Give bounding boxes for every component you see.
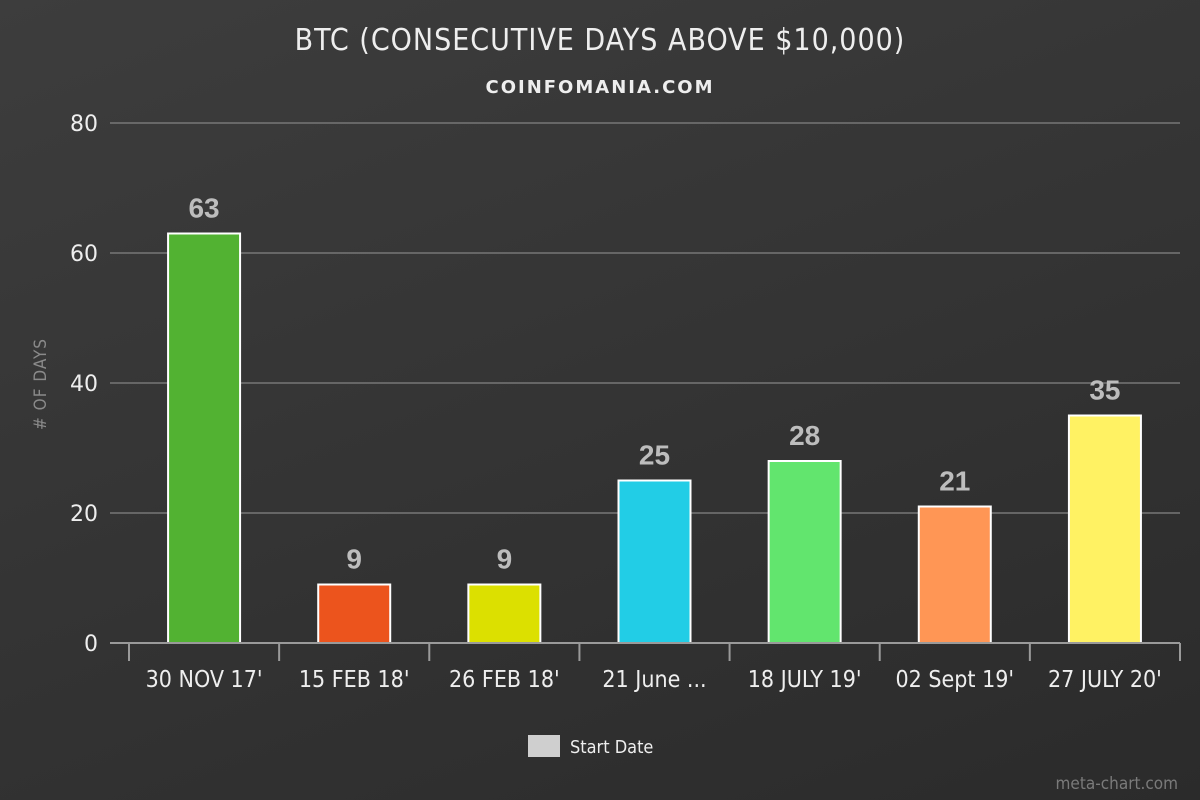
bar bbox=[1067, 414, 1142, 644]
x-tick-label: 21 June ... bbox=[602, 667, 706, 693]
bar bbox=[167, 232, 242, 644]
data-label: 9 bbox=[346, 544, 362, 575]
chart-subtitle: COINFOMANIA.COM bbox=[485, 77, 714, 98]
legend: Start Date bbox=[528, 735, 653, 758]
chart-title: BTC (CONSECUTIVE DAYS ABOVE $10,000) bbox=[295, 23, 906, 58]
credit-text: meta-chart.com bbox=[1056, 774, 1178, 794]
y-axis-ticks: 0 20 40 60 80 bbox=[70, 112, 98, 657]
x-tick-label: 30 NOV 17' bbox=[146, 667, 263, 693]
bar bbox=[617, 479, 692, 644]
x-tick-label: 18 JULY 19' bbox=[748, 667, 862, 693]
y-tick-label: 80 bbox=[70, 112, 98, 137]
x-tick-label: 26 FEB 18' bbox=[449, 667, 560, 693]
bar bbox=[467, 583, 542, 644]
y-tick-label: 40 bbox=[70, 372, 98, 397]
y-tick-label: 20 bbox=[70, 502, 98, 527]
bar bbox=[917, 505, 992, 644]
bar bbox=[767, 460, 842, 644]
x-axis: 30 NOV 17' 15 FEB 18' 26 FEB 18' 21 June ..… bbox=[110, 642, 1181, 693]
data-label: 35 bbox=[1089, 375, 1120, 406]
x-tick-label: 27 JULY 20' bbox=[1048, 667, 1162, 693]
y-tick-label: 0 bbox=[84, 632, 98, 657]
x-tick-label: 02 Sept 19' bbox=[895, 667, 1014, 693]
bars bbox=[167, 232, 1142, 644]
data-label: 63 bbox=[188, 193, 219, 224]
data-label: 28 bbox=[789, 420, 820, 451]
data-label: 9 bbox=[497, 544, 513, 575]
data-label: 25 bbox=[639, 440, 670, 471]
y-axis-label: # OF DAYS bbox=[31, 338, 51, 430]
data-label: 21 bbox=[939, 466, 970, 497]
legend-swatch bbox=[528, 735, 560, 757]
x-tick-label: 15 FEB 18' bbox=[299, 667, 410, 693]
legend-label: Start Date bbox=[570, 737, 653, 758]
bar bbox=[317, 583, 392, 644]
data-labels: 63 9 9 25 28 21 35 bbox=[188, 193, 1120, 575]
y-tick-label: 60 bbox=[70, 242, 98, 267]
